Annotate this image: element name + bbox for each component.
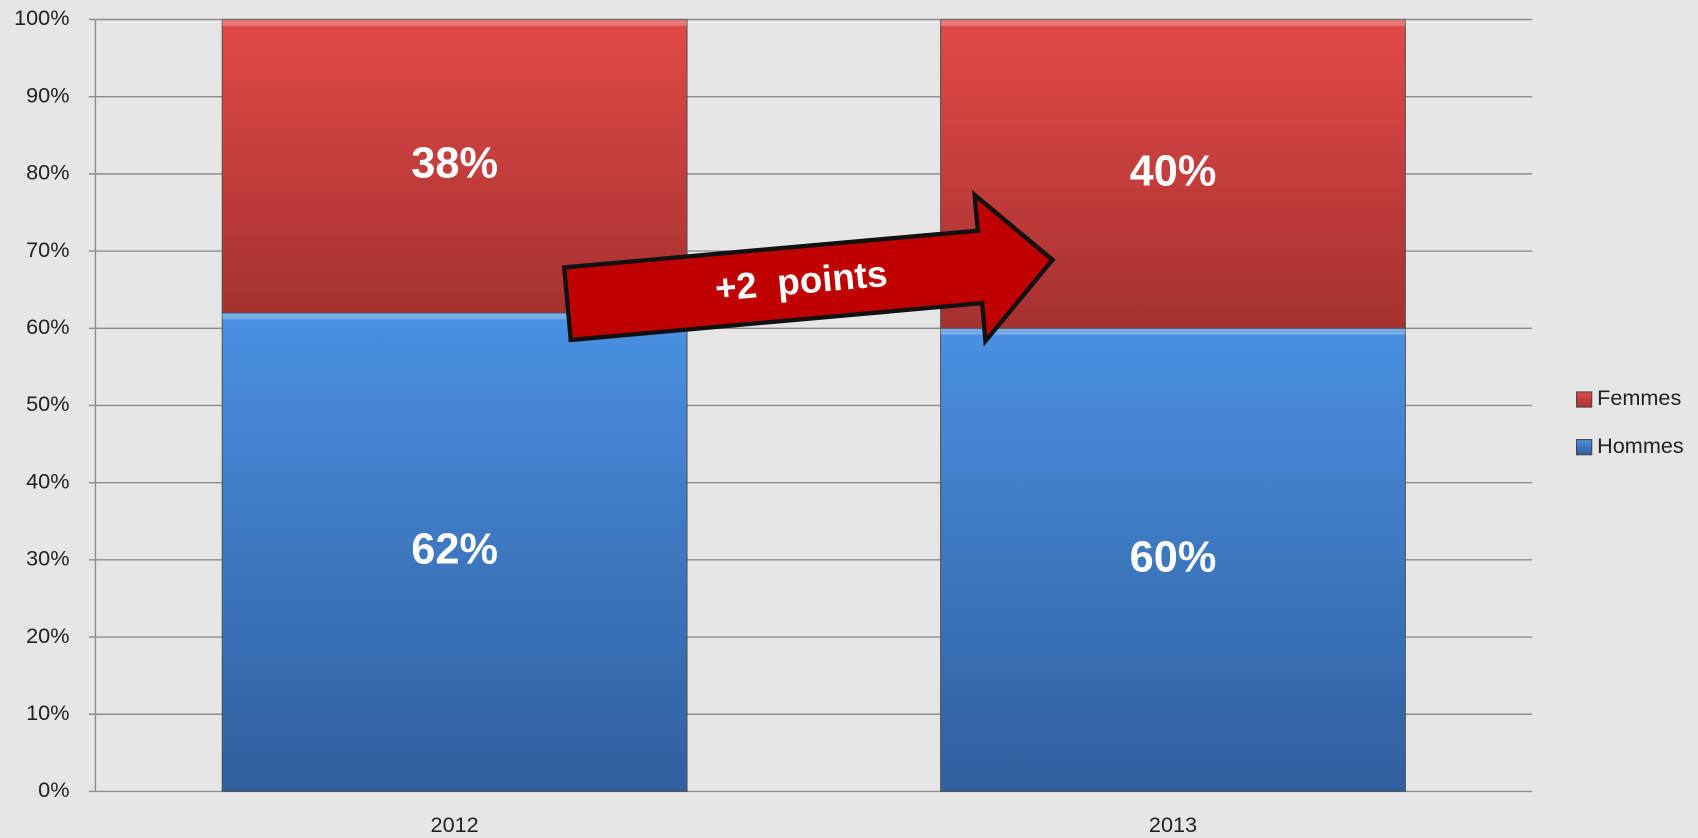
bar-highlight — [222, 312, 688, 320]
data-label: 62% — [411, 526, 498, 574]
x-tick-label: 2013 — [1149, 812, 1197, 837]
bar-segment — [940, 327, 1406, 792]
x-tick-label: 2012 — [431, 812, 479, 837]
legend-swatch — [1576, 391, 1593, 408]
legend-label: Hommes — [1597, 433, 1684, 458]
bar-segment — [221, 312, 688, 792]
y-tick-label: 60% — [26, 314, 69, 339]
bar-highlight — [940, 328, 1406, 335]
y-tick-label: 70% — [26, 237, 69, 262]
y-tick-label: 50% — [26, 391, 69, 416]
y-tick-label: 20% — [26, 623, 69, 648]
y-tick-label: 80% — [26, 160, 69, 185]
y-tick-label: 30% — [26, 546, 69, 571]
annotation-arrow — [561, 189, 1056, 347]
data-label: 40% — [1130, 147, 1217, 195]
data-label: 38% — [411, 140, 498, 188]
y-tick-label: 10% — [26, 700, 69, 725]
bar-highlight — [940, 19, 1406, 26]
y-tick-label: 0% — [38, 777, 69, 802]
y-tick-label: 90% — [26, 82, 69, 107]
y-tick-label: 100% — [14, 5, 69, 30]
legend-label: Femmes — [1597, 385, 1681, 410]
bar-highlight — [222, 19, 688, 26]
data-label: 60% — [1130, 533, 1217, 581]
legend-swatch — [1576, 439, 1593, 456]
y-tick-label: 40% — [26, 468, 69, 493]
